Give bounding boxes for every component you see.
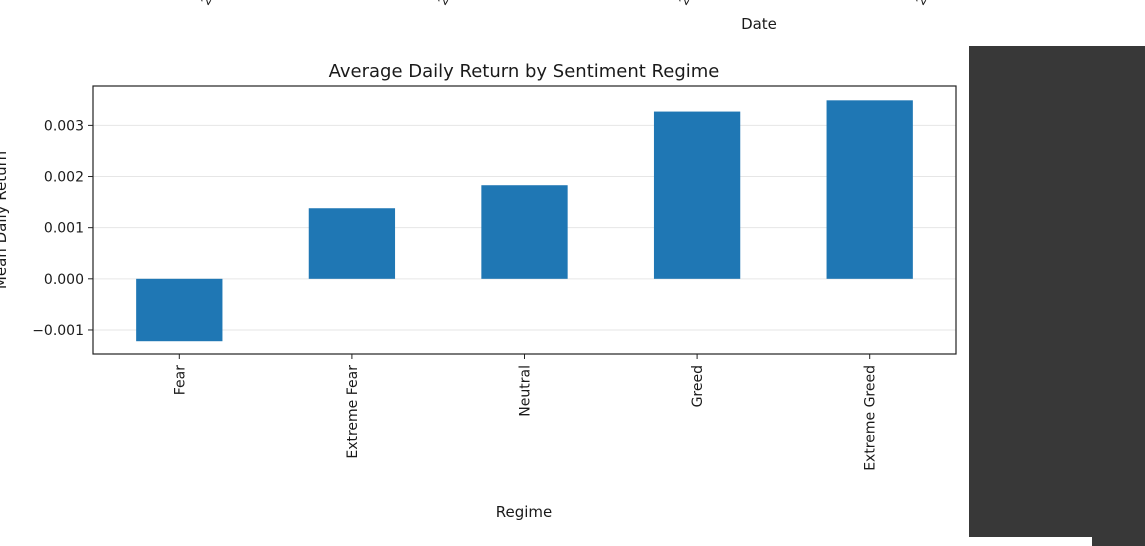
bar (136, 278, 223, 342)
tick-label-fragment: 2 (913, 0, 929, 8)
side-panel (969, 46, 1145, 537)
bars (136, 100, 913, 342)
y-tick-label: 0.002 (44, 170, 84, 186)
x-tick-label: Extreme Greed (863, 365, 879, 471)
y-tick-label: −0.001 (32, 323, 84, 339)
x-tick-label: Fear (172, 365, 188, 395)
previous-plot-remnant: 2 2 2 2 Date (198, 0, 929, 33)
bar (653, 111, 741, 279)
y-tick-label: 0.000 (44, 272, 84, 288)
y-tick-label: 0.001 (44, 221, 84, 237)
bar (308, 208, 396, 279)
y-tick-label: 0.003 (44, 118, 84, 134)
x-tick-label: Extreme Fear (345, 365, 361, 459)
previous-plot-xlabel: Date (741, 15, 777, 33)
y-axis-ticks: −0.001 0.000 0.001 0.002 0.003 (32, 118, 93, 339)
bar (481, 185, 568, 279)
tick-label-fragment: 2 (198, 0, 214, 8)
tick-label-fragment: 2 (435, 0, 451, 8)
chart-title: Average Daily Return by Sentiment Regime (329, 61, 720, 82)
side-panel-notch (1092, 530, 1145, 546)
bar (826, 100, 913, 279)
x-axis-ticks: Fear Extreme Fear Neutral Greed Extreme Gree… (172, 354, 879, 471)
x-tick-label: Greed (690, 365, 706, 407)
y-axis-label: Mean Daily Return (0, 151, 10, 289)
x-tick-label: Neutral (518, 365, 534, 417)
x-axis-label: Regime (496, 503, 553, 521)
tick-label-fragment: 2 (676, 0, 692, 8)
